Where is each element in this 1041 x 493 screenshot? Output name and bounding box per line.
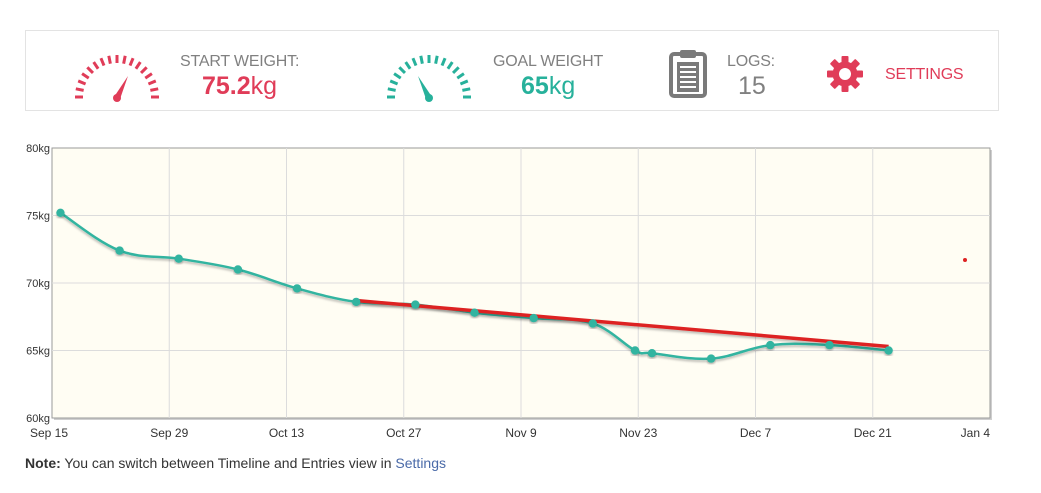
weight-point[interactable] — [766, 340, 775, 350]
weight-point[interactable] — [352, 297, 361, 307]
goal-weight-label: GOAL WEIGHT — [493, 53, 604, 70]
weight-point[interactable] — [56, 208, 65, 217]
x-tick-label: Oct 27 — [386, 426, 422, 440]
weight-point[interactable] — [292, 284, 302, 293]
weight-point[interactable] — [825, 340, 834, 350]
trend-line — [356, 298, 889, 349]
y-tick-label: 70kg — [26, 278, 50, 290]
settings-link[interactable]: SETTINGS — [885, 66, 964, 83]
x-tick-label: Oct 13 — [269, 426, 305, 440]
x-tick-label: Jan 4 — [961, 426, 991, 440]
chart-series — [56, 208, 967, 363]
settings-note-link[interactable]: Settings — [395, 455, 447, 471]
x-tick-label: Dec 21 — [854, 426, 892, 440]
speedometer-high-icon — [387, 55, 471, 102]
weight-point[interactable] — [884, 346, 893, 355]
weight-chart: 80kg 75kg 70kg 65kg 60kg Sep 15 Sep 29 Oct 13 O… — [26, 143, 992, 440]
weight-point[interactable] — [233, 265, 243, 274]
y-tick-label: 65kg — [26, 346, 50, 358]
chart-grid — [52, 148, 990, 418]
x-tick-label: Sep 29 — [150, 426, 188, 440]
weight-point[interactable] — [647, 349, 657, 358]
x-tick-label: Dec 7 — [740, 426, 772, 440]
note-label: Note: — [25, 455, 61, 471]
goal-weight-number: 65 — [521, 72, 549, 100]
x-tick-label: Nov 23 — [619, 426, 657, 440]
x-axis: Sep 15 Sep 29 Oct 13 Oct 27 Nov 9 Nov 23 Dec 7… — [30, 426, 990, 440]
speedometer-low-icon — [75, 55, 159, 102]
y-tick-label: 75kg — [26, 211, 50, 223]
logs-label: LOGS: — [727, 53, 775, 70]
weight-point[interactable] — [411, 300, 420, 309]
gear-icon[interactable] — [826, 55, 864, 93]
y-tick-label: 80kg — [26, 143, 50, 155]
weight-point[interactable] — [115, 246, 124, 255]
y-axis: 80kg 75kg 70kg 65kg 60kg — [26, 143, 50, 425]
stats-bar: START WEIGHT: 75.2kg GOAL WEIGHT 65kg LO… — [25, 30, 999, 111]
view-note: Note: You can switch between Timeline an… — [25, 455, 446, 471]
start-weight-number: 75.2 — [202, 72, 251, 100]
start-weight-label: START WEIGHT: — [180, 53, 300, 70]
weight-point[interactable] — [174, 254, 183, 263]
x-tick-label: Sep 15 — [30, 426, 68, 440]
clipboard-icon — [669, 50, 707, 98]
weight-point[interactable] — [706, 354, 716, 363]
note-text: You can switch between Timeline and Entr… — [60, 455, 396, 471]
weight-point[interactable] — [470, 308, 479, 317]
goal-weight-unit: kg — [548, 72, 576, 100]
weight-point[interactable] — [630, 346, 640, 355]
start-weight-value: 75.2kg — [202, 72, 277, 101]
logs-count: 15 — [738, 72, 766, 100]
x-tick-label: Nov 9 — [505, 426, 537, 440]
weight-series-line — [59, 211, 889, 361]
start-weight-unit: kg — [250, 72, 278, 100]
weight-point[interactable] — [588, 319, 598, 328]
weight-point[interactable] — [529, 313, 538, 323]
y-tick-label: 60kg — [26, 413, 50, 425]
trend-marker — [963, 258, 967, 263]
goal-weight-value: 65kg — [521, 72, 575, 101]
